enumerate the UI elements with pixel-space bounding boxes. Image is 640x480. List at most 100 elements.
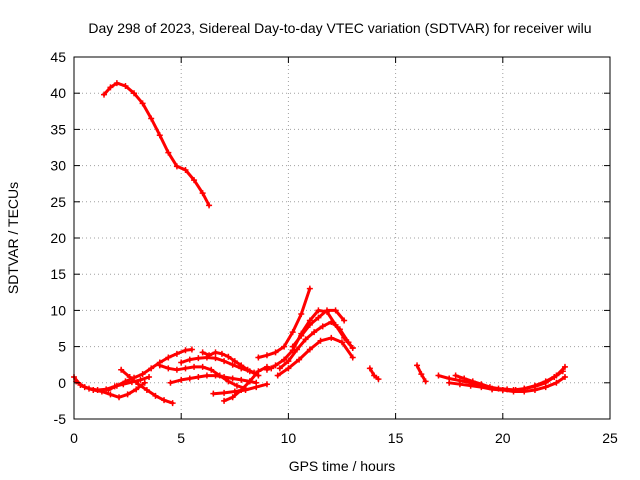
data-point [315,307,322,314]
data-point [486,384,493,391]
data-point [221,397,228,404]
data-point [203,372,210,379]
data-point [221,358,228,365]
y-tick-label: 45 [50,49,66,65]
data-point [122,82,129,89]
data-point [336,326,343,333]
data-point [452,372,459,379]
data-point [375,376,382,383]
data-point [182,166,189,173]
y-tick-label: 40 [50,85,66,101]
data-point [302,336,309,343]
data-point [118,366,125,373]
series-sat-l [255,285,313,361]
x-tick-label: 10 [281,430,297,446]
data-point [212,372,219,379]
y-tick-label: 0 [58,375,66,391]
data-point [233,382,240,389]
data-point [366,365,373,372]
data-point [521,385,528,392]
data-point [285,365,292,372]
data-point [113,382,120,389]
data-point [90,387,97,394]
data-point [495,385,502,392]
data-point [414,362,421,369]
data-point [165,354,172,361]
data-point [446,379,453,386]
data-point [156,132,163,139]
data-point [231,388,238,395]
data-point [208,366,215,373]
data-point [255,368,262,375]
x-axis-ticks: 0 5 10 15 20 25 [70,57,618,446]
y-tick-label: 30 [50,158,66,174]
data-point [178,359,185,366]
data-point [195,355,202,362]
data-point [319,323,326,330]
data-point [281,356,288,363]
data-point [561,374,568,381]
data-point [504,386,511,393]
data-point [98,388,105,395]
series-sat-e [118,366,176,407]
data-point [289,329,296,336]
data-point [323,307,330,314]
data-point [199,363,206,370]
data-point [229,361,236,368]
y-tick-label: 10 [50,302,66,318]
data-point [306,321,313,328]
data-point [165,149,172,156]
data-point [107,84,114,91]
x-tick-label: 20 [495,430,511,446]
data-point [255,354,262,361]
y-tick-label: 35 [50,121,66,137]
data-point [253,384,260,391]
data-point [551,374,558,381]
series-sat-o [274,334,356,379]
data-point [285,358,292,365]
data-point [206,202,213,209]
data-point [263,352,270,359]
data-point [456,381,463,388]
series-sat-n [276,318,356,372]
data-point [263,381,270,388]
x-tick-label: 25 [602,430,618,446]
data-point [311,329,318,336]
data-point [212,355,219,362]
data-point [218,350,225,357]
data-point [210,390,217,397]
data-point [339,339,345,346]
y-tick-label: 20 [50,230,66,246]
data-point [272,362,279,369]
data-point [81,384,88,391]
data-point [306,346,313,353]
y-axis-ticks: -5 0 5 10 15 20 25 30 35 40 45 [50,49,610,427]
data-point [113,80,120,87]
series-sat-p [289,307,348,350]
y-tick-label: 15 [50,266,66,282]
data-point [422,378,429,385]
data-point [178,376,185,383]
data-point [167,379,174,386]
data-point [195,374,202,381]
data-point [191,177,198,184]
data-point [225,353,232,360]
data-point [107,391,114,398]
data-point [173,366,180,373]
data-point [306,285,313,292]
data-point [561,363,568,370]
y-tick-label: 5 [58,339,66,355]
data-point [124,391,131,398]
series-sat-c [73,378,148,401]
data-point [182,365,189,372]
data-point [188,346,195,353]
data-point [135,381,142,388]
grid [74,57,610,419]
data-point [146,374,153,381]
series-sat-v [521,368,566,392]
data-point [238,376,245,383]
data-point [296,356,303,363]
series-line [278,320,355,370]
data-point [221,389,228,396]
